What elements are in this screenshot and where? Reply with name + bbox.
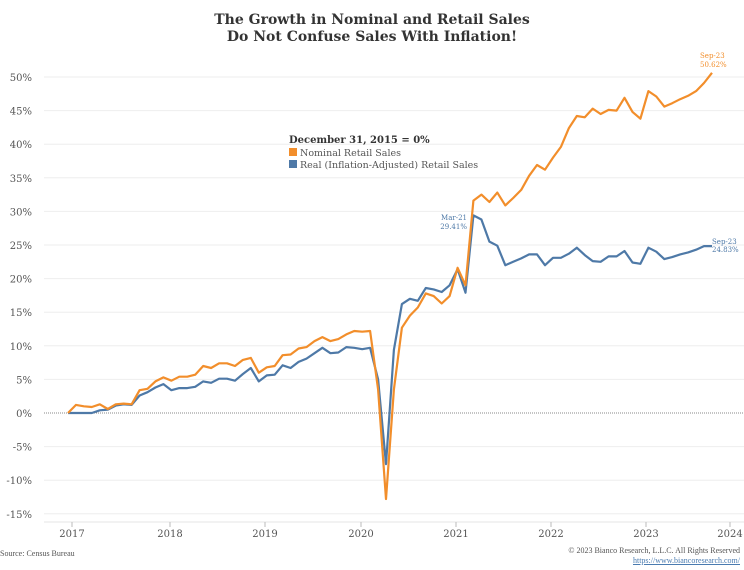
x-axis-ticks: 2017 2018 2019 2020 2021 2022 2023 2024 — [59, 522, 743, 540]
y-tick-label: 25% — [10, 241, 32, 252]
y-tick-label: -15% — [6, 510, 32, 521]
legend-title: December 31, 2015 = 0% — [289, 135, 430, 146]
legend-label-real: Real (Inflation-Adjusted) Retail Sales — [300, 160, 478, 171]
y-tick-label: 40% — [10, 140, 32, 151]
copyright-block: © 2023 Bianco Research, L.L.C. All Right… — [568, 546, 740, 566]
y-tick-label: -5% — [13, 443, 32, 454]
y-tick-label: 10% — [10, 342, 32, 353]
legend: December 31, 2015 = 0% Nominal Retail Sal… — [289, 135, 478, 171]
x-tick-label: 2024 — [717, 529, 742, 540]
chart-subtitle: Do Not Confuse Sales With Inflation! — [226, 29, 518, 45]
y-tick-label: 5% — [16, 375, 32, 386]
x-tick-label: 2020 — [348, 529, 373, 540]
y-tick-label: 35% — [10, 174, 32, 185]
annotation-nominal-date: Sep-23 — [700, 52, 725, 60]
y-tick-label: 45% — [10, 107, 32, 118]
legend-swatch-real — [289, 160, 297, 168]
series-lines — [67, 72, 713, 501]
chart-title-line1: The Growth in Nominal and Retail Sales — [214, 12, 530, 28]
source-note: Source: Census Bureau — [0, 549, 75, 558]
website-link[interactable]: https://www.biancoresearch.com/ — [632, 556, 740, 565]
y-tick-label: 20% — [10, 275, 32, 286]
y-tick-label: 15% — [10, 308, 32, 319]
copyright-text: © 2023 Bianco Research, L.L.C. All Right… — [568, 546, 740, 555]
annotation-real-date: Sep-23 — [712, 238, 737, 246]
x-tick-label: 2022 — [538, 529, 563, 540]
annotation-peak-value: 29.41% — [440, 223, 467, 231]
nominal-sales-line — [67, 72, 713, 501]
legend-swatch-nominal — [289, 148, 297, 156]
legend-label-nominal: Nominal Retail Sales — [300, 148, 401, 159]
y-axis-ticks: 50% 45% 40% 35% 30% 25% 20% 15% 10% 5% 0% -5% -10% -1… — [6, 73, 32, 521]
x-tick-label: 2017 — [59, 529, 84, 540]
annotation-peak-date: Mar-21 — [441, 214, 467, 222]
annotation-nominal-value: 50.62% — [700, 61, 727, 69]
y-tick-label: -10% — [6, 476, 32, 487]
y-tick-label: 50% — [10, 73, 32, 84]
y-tick-label: 0% — [16, 409, 32, 420]
x-tick-label: 2018 — [157, 529, 182, 540]
x-tick-label: 2021 — [443, 529, 468, 540]
y-tick-label: 30% — [10, 207, 32, 218]
annotation-real-value: 24.83% — [712, 246, 739, 254]
real-sales-line — [68, 214, 712, 466]
chart-title: The Growth in Nominal and Retail Sales D… — [0, 12, 744, 46]
x-tick-label: 2023 — [633, 529, 658, 540]
x-tick-label: 2019 — [252, 529, 277, 540]
